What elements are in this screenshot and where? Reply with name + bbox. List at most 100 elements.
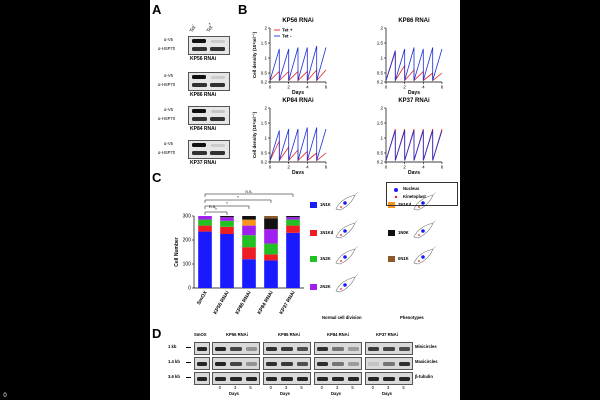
hsp70-band (192, 47, 207, 51)
day-tick-label: 3 (387, 385, 390, 390)
x-tick-label: 2 (403, 85, 406, 90)
size-marker-tick (186, 347, 191, 348)
group-label: KP84 RNAi (327, 332, 349, 337)
dna-band (215, 361, 227, 366)
x-tick-label: 2 (287, 165, 290, 170)
significance-label: n.s. (209, 204, 216, 209)
chart-title: KP86 RNAi (398, 18, 430, 24)
y-tick-label: 0.5 (261, 151, 268, 156)
x-tick-label: 2 (287, 85, 290, 90)
western-blot (188, 140, 230, 159)
dna-band (197, 361, 207, 366)
hsp70-band (210, 47, 225, 51)
x-tick-label: 4 (306, 165, 309, 170)
significance-label: * (226, 201, 228, 206)
blot-row-label: α-V5 (164, 141, 173, 146)
dna-band (398, 346, 410, 351)
dna-band (197, 376, 207, 381)
x-tick-label: 4 (306, 85, 309, 90)
category-label: KP84 RNAi (256, 289, 275, 315)
v5-band (192, 109, 206, 113)
trypanosome-cell-icon (413, 192, 436, 211)
v5-band (211, 75, 225, 79)
y-tick-label: 0.2 (261, 80, 268, 85)
western-blot (188, 36, 230, 55)
significance-label: * (215, 207, 217, 212)
category-label: KP86 RNAi (234, 289, 253, 315)
category-label: SmOX (196, 289, 209, 306)
day-tick-label: 5 (300, 385, 303, 390)
bar-segment-1n1k (198, 231, 212, 288)
southern-blot (314, 372, 362, 385)
legend-label: 1N0K (398, 230, 409, 235)
y-tick-label: 2 (380, 106, 383, 111)
growth-chart: KP56 RNAi 0.2 0.5 1 1.5 2 0 2 4 6 Days Cell density… (252, 18, 328, 96)
legend-label: 2N2K (320, 284, 331, 289)
dna-band (317, 376, 329, 381)
bar-segment-1n0k (220, 216, 234, 218)
bar-segment-1n1k (220, 234, 234, 288)
y-tick-label: 200 (183, 238, 192, 244)
y-tick-label: 2 (264, 106, 267, 111)
bar-segment-0n1k (264, 216, 278, 219)
bar-segment-1n2k (198, 219, 212, 226)
series-line-tet-minus (385, 47, 443, 81)
blot-row-label: α-V5 (164, 73, 173, 78)
v5-band (192, 143, 206, 147)
blot-row-label: α-HSP70 (158, 150, 176, 155)
series-line-tet-minus (269, 45, 327, 81)
y-tick-label: 2 (380, 26, 383, 31)
dna-band (368, 361, 380, 366)
nucleus-kinetoplast-key: Nucleus Kinetoplast (386, 182, 458, 206)
x-tick-label: 0 (269, 85, 272, 90)
y-tick-label: 100 (183, 262, 192, 268)
dna-band (230, 376, 242, 381)
y-tick-label: 0.2 (377, 160, 384, 165)
y-axis-label: Cell Number (174, 237, 180, 267)
v5-band (211, 39, 225, 43)
bar-segment-1n0k (286, 216, 300, 218)
y-tick-label: 0.5 (261, 71, 268, 76)
dna-band (368, 346, 380, 351)
southern-blot (212, 342, 260, 355)
x-axis-label: Days (408, 90, 420, 96)
days-label: Days (382, 391, 393, 396)
trypanosome-cell-icon (335, 274, 358, 293)
blot-caption: KP37 RNAi (190, 160, 217, 166)
legend-label: Tet + (282, 28, 293, 33)
dna-band (266, 361, 278, 366)
legend-swatch (310, 284, 317, 290)
western-blot (188, 106, 230, 125)
y-tick-label: 1.5 (377, 121, 384, 126)
growth-chart: KP37 RNAi 0.2 0.5 1 1.5 2 0 2 4 6 Days (377, 98, 444, 174)
x-axis-label: Days (292, 170, 304, 174)
southern-blot (212, 372, 260, 385)
y-tick-label: 0.2 (377, 80, 384, 85)
nucleus-key-label: Nucleus (403, 186, 420, 191)
size-marker-tick (186, 377, 191, 378)
dna-band (245, 376, 257, 381)
v5-band (192, 39, 206, 43)
size-marker-label: 1.4 kb (168, 359, 180, 364)
v5-band (211, 143, 225, 147)
day-tick-label: 0 (218, 385, 221, 390)
trypanosome-cell-icon (413, 246, 436, 265)
y-tick-label: 1 (264, 136, 267, 141)
bar-segment-2n2k (242, 225, 256, 236)
x-tick-label: 6 (325, 165, 328, 170)
legend-label: 0N1K (398, 256, 409, 261)
southern-blot (365, 372, 413, 385)
day-tick-label: 0 (320, 385, 323, 390)
dna-band (281, 361, 293, 366)
x-tick-label: 0 (385, 85, 388, 90)
dna-band (347, 346, 359, 351)
legend-swatch (310, 230, 317, 236)
y-tick-label: 0.5 (377, 71, 384, 76)
dna-band (347, 361, 359, 366)
day-tick-label: 0 (371, 385, 374, 390)
series-line-tet-minus (385, 130, 443, 161)
dna-band (368, 376, 380, 381)
y-tick-label: 0.2 (261, 160, 268, 165)
legend-swatch (388, 256, 395, 262)
group-label: KP37 RNAi (376, 332, 398, 337)
